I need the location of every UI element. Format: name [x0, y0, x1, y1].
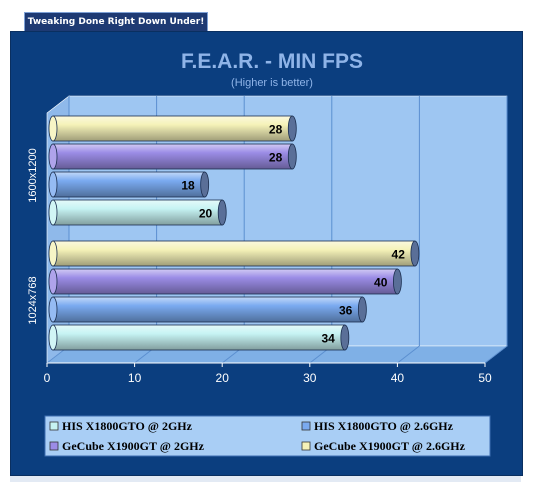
legend-swatch [49, 441, 59, 451]
legend-swatch [49, 421, 59, 431]
legend-label: GeCube X1900GT @ 2GHz [62, 439, 205, 453]
data-label: 28 [269, 123, 283, 137]
legend-box [44, 415, 491, 457]
legend-label: GeCube X1900GT @ 2.6GHz [314, 439, 466, 453]
data-label: 36 [339, 304, 353, 318]
bar [52, 240, 416, 267]
bar [52, 143, 293, 170]
footer-strip [10, 476, 521, 482]
x-tick-label: 30 [303, 371, 317, 385]
bar-end-cap [357, 296, 367, 323]
data-label: 20 [199, 207, 213, 221]
bar-end-cap [287, 115, 297, 142]
bar [52, 324, 346, 351]
data-label: 18 [181, 179, 195, 193]
x-tick-label: 50 [478, 371, 492, 385]
bar-start-cap [48, 171, 58, 198]
bar [52, 171, 206, 198]
bar-start-cap [48, 240, 58, 267]
gridline-floor [397, 345, 420, 364]
bar-start-cap [48, 296, 58, 323]
legend-label: HIS X1800GTO @ 2GHz [62, 419, 193, 433]
bar [52, 115, 293, 142]
bar-end-cap [410, 240, 420, 267]
bar [52, 268, 398, 295]
data-label: 34 [321, 332, 335, 346]
bar [52, 296, 363, 323]
data-label: 42 [392, 248, 406, 262]
data-label: 40 [374, 276, 388, 290]
bar-end-cap [217, 199, 227, 226]
bar-end-cap [392, 268, 402, 295]
gridline-floor [484, 345, 508, 364]
category-label: 1024x768 [27, 276, 39, 324]
bar-start-cap [48, 143, 58, 170]
chart-subtitle: (Higher is better) [231, 77, 313, 89]
bar-start-cap [48, 199, 58, 226]
x-tick-label: 0 [44, 371, 51, 385]
x-tick-label: 40 [391, 371, 405, 385]
legend-label: HIS X1800GTO @ 2.6GHz [314, 419, 454, 433]
bar-start-cap [48, 268, 58, 295]
legend-swatch [301, 421, 311, 431]
bar-start-cap [48, 115, 58, 142]
category-label: 1600x1200 [27, 148, 39, 202]
bar-start-cap [48, 324, 58, 351]
bar-end-cap [340, 324, 350, 351]
x-tick-label: 20 [216, 371, 230, 385]
x-tick-label: 10 [128, 371, 142, 385]
bar [52, 199, 223, 226]
chart-title: F.E.A.R. - MIN FPS [181, 50, 363, 73]
bar-end-cap [200, 171, 210, 198]
bar-end-cap [287, 143, 297, 170]
legend-swatch [301, 441, 311, 451]
data-label: 28 [269, 151, 283, 165]
